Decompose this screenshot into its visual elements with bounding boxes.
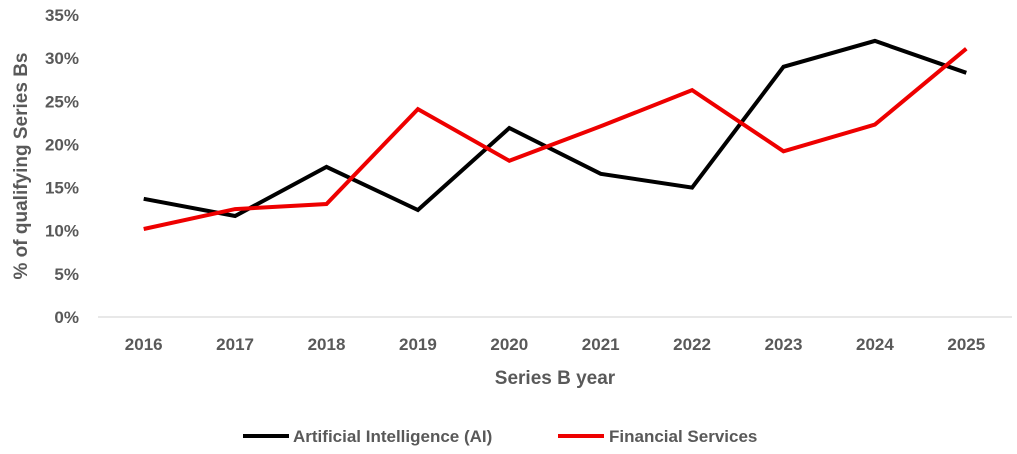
y-axis-title: % of qualifying Series Bs <box>11 53 32 280</box>
x-tick-label: 2017 <box>216 335 254 354</box>
y-tick-label: 5% <box>54 265 79 284</box>
y-axis-ticks: 0% 5% 10% 15% 20% 25% 30% 35% <box>45 6 79 327</box>
y-tick-label: 10% <box>45 222 79 241</box>
x-tick-label: 2018 <box>308 335 346 354</box>
x-axis-ticks: 2016 2017 2018 2019 2020 2021 2022 2023 2024 2025 <box>125 335 985 354</box>
x-tick-label: 2022 <box>673 335 711 354</box>
series-line-ai <box>143 38 967 219</box>
x-tick-label: 2020 <box>490 335 528 354</box>
x-tick-label: 2016 <box>125 335 163 354</box>
x-tick-label: 2025 <box>947 335 985 354</box>
y-tick-label: 20% <box>45 135 79 154</box>
x-tick-label: 2023 <box>765 335 803 354</box>
y-tick-label: 15% <box>45 179 79 198</box>
x-tick-label: 2019 <box>399 335 437 354</box>
legend: Artificial Intelligence (AI) Financial Se… <box>243 427 757 446</box>
x-axis-title: Series B year <box>495 368 616 389</box>
x-tick-label: 2021 <box>582 335 620 354</box>
y-tick-label: 35% <box>45 6 79 25</box>
y-tick-label: 30% <box>45 49 79 68</box>
x-tick-label: 2024 <box>856 335 894 354</box>
series-lines <box>143 38 968 231</box>
y-tick-label: 25% <box>45 92 79 111</box>
legend-label: Financial Services <box>609 427 757 446</box>
legend-label: Artificial Intelligence (AI) <box>293 427 492 446</box>
series-line-financial-services <box>143 47 968 231</box>
y-tick-label: 0% <box>54 308 79 327</box>
